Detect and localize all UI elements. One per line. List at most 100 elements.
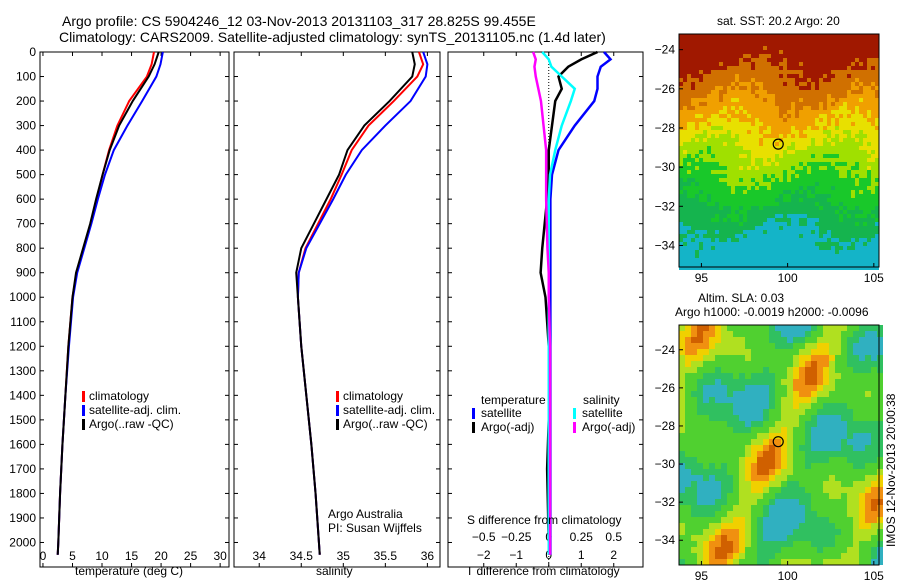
map-cell (811, 529, 817, 535)
map-cell (715, 174, 719, 178)
map-cell (805, 487, 811, 493)
map-cell (775, 102, 779, 106)
map-cell (841, 469, 847, 475)
map-cell (805, 373, 811, 379)
map-cell (805, 361, 811, 367)
map-cell (783, 138, 787, 142)
map-cell (803, 86, 807, 90)
map-cell (779, 58, 783, 62)
map-cell (723, 42, 727, 46)
map-cell (711, 198, 715, 202)
map-cell (859, 451, 865, 457)
map-cell (755, 94, 759, 98)
map-cell (751, 122, 755, 126)
map-cell (847, 547, 853, 553)
map-cell (835, 355, 841, 361)
map-cell (839, 242, 843, 246)
map-cell (795, 106, 799, 110)
map-cell (851, 266, 855, 270)
map-cell (827, 46, 831, 50)
map-cell (871, 230, 875, 234)
map-cell (733, 451, 739, 457)
map-cell (781, 439, 787, 445)
map-cell (839, 250, 843, 254)
map-cell (863, 118, 867, 122)
map-cell (831, 218, 835, 222)
map-cell (691, 559, 697, 565)
map-cell (721, 511, 727, 517)
map-cell (757, 523, 763, 529)
map-cell (703, 86, 707, 90)
map-cell (815, 254, 819, 258)
map-cell (787, 427, 793, 433)
map-cell (831, 34, 835, 38)
map-cell (817, 523, 823, 529)
map-cell (715, 110, 719, 114)
map-cell (699, 182, 703, 186)
map-cell (823, 262, 827, 266)
map-cell (787, 146, 791, 150)
map-cell (699, 178, 703, 182)
map-cell (831, 114, 835, 118)
map-cell (739, 373, 745, 379)
map-cell (747, 74, 751, 78)
map-cell (767, 162, 771, 166)
map-cell (679, 258, 683, 262)
map-cell (743, 238, 747, 242)
x-tick-label: −2 (477, 548, 491, 562)
map-cell (767, 122, 771, 126)
map-cell (751, 234, 755, 238)
map-cell (867, 114, 871, 118)
map-cell (865, 391, 871, 397)
map-cell (709, 517, 715, 523)
map-cell (843, 202, 847, 206)
annotation-line-1: Argo Australia (328, 507, 403, 521)
map-cell (795, 134, 799, 138)
map-cell (685, 469, 691, 475)
map-cell (781, 481, 787, 487)
map-cell (779, 226, 783, 230)
map-cell (859, 517, 865, 523)
map-cell (787, 94, 791, 98)
map-cell (733, 337, 739, 343)
map-cell (841, 367, 847, 373)
map-cell (841, 373, 847, 379)
map-cell (847, 529, 853, 535)
map-cell (685, 547, 691, 553)
map-cell (787, 70, 791, 74)
map-cell (687, 190, 691, 194)
map-cell (733, 457, 739, 463)
map-cell (781, 433, 787, 439)
map-cell (781, 427, 787, 433)
map-cell (783, 194, 787, 198)
map-cell (779, 106, 783, 110)
map-cell (855, 154, 859, 158)
map-cell (855, 178, 859, 182)
map-cell (859, 194, 863, 198)
map-cell (755, 234, 759, 238)
map-cell (847, 122, 851, 126)
map-cell (791, 66, 795, 70)
map-cell (763, 58, 767, 62)
map-cell (811, 134, 815, 138)
map-cell (787, 90, 791, 94)
map-cell (695, 178, 699, 182)
series-line-climatology (296, 51, 425, 555)
map-cell (759, 202, 763, 206)
legend-swatch (336, 391, 339, 402)
diff-x2label: S difference from climatology (467, 513, 622, 527)
map-cell (679, 487, 685, 493)
map-cell (851, 186, 855, 190)
map-cell (843, 102, 847, 106)
map-cell (727, 94, 731, 98)
map-cell (853, 415, 859, 421)
map-cell (691, 463, 697, 469)
map-cell (691, 541, 697, 547)
map-cell (687, 266, 691, 270)
map-cell (763, 355, 769, 361)
map-cell (691, 102, 695, 106)
map-cell (733, 517, 739, 523)
map-cell (727, 403, 733, 409)
map-cell (863, 262, 867, 266)
map-cell (743, 54, 747, 58)
